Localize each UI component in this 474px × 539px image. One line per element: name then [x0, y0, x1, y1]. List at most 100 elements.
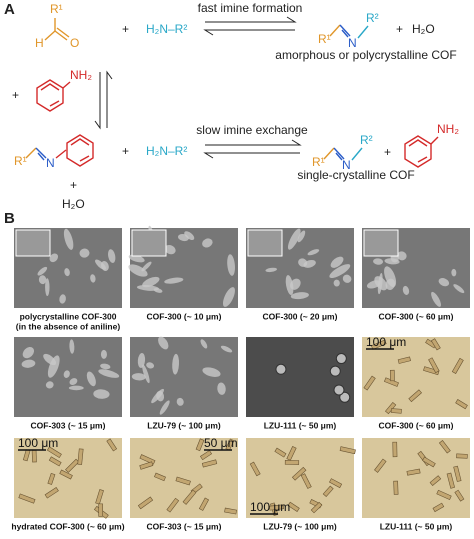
crystal	[146, 362, 155, 369]
crystal	[428, 357, 440, 374]
crystal	[202, 367, 221, 377]
r1: R¹	[50, 2, 63, 16]
bond	[54, 30, 68, 41]
crystal	[47, 472, 56, 485]
crystal	[330, 256, 344, 268]
water: H₂O	[62, 197, 85, 211]
crystal	[406, 468, 421, 476]
micrograph	[14, 337, 122, 417]
crystal	[453, 284, 465, 294]
crystal	[100, 349, 107, 359]
amine: H₂N–R²	[146, 22, 187, 36]
crystal	[432, 502, 445, 513]
image-bg	[130, 438, 238, 518]
crystal	[137, 353, 146, 368]
crystal	[45, 381, 54, 389]
crystal	[429, 475, 442, 486]
crystal	[49, 253, 59, 263]
crystal	[177, 233, 189, 242]
crystal	[438, 440, 451, 454]
caption: LZU-111 (~ 50 μm)	[380, 521, 453, 531]
crystal	[392, 441, 398, 458]
atom: N	[348, 36, 357, 50]
micrograph	[128, 225, 238, 308]
crystal	[454, 489, 465, 502]
crystal	[47, 355, 60, 378]
bond	[351, 147, 363, 161]
micrograph: 50 μm	[130, 436, 238, 518]
crystal	[137, 496, 154, 510]
caption: (in the absence of aniline)	[16, 321, 121, 331]
crystal	[291, 466, 307, 481]
crystal	[436, 489, 452, 501]
crystal	[139, 461, 154, 470]
micrograph: 100 μm	[362, 335, 470, 417]
crystal	[451, 357, 464, 374]
crystal	[64, 268, 70, 277]
crystal	[274, 447, 287, 458]
crystal	[451, 268, 457, 277]
crystal	[201, 459, 218, 468]
ring	[417, 156, 428, 163]
caption: hydrated COF-300 (~ 60 μm)	[11, 521, 124, 531]
bond	[44, 30, 56, 41]
ring	[408, 139, 428, 147]
water: H₂O	[412, 22, 435, 36]
panel-label: A	[4, 1, 15, 18]
micrograph: 100 μm	[14, 436, 122, 519]
crystal	[373, 258, 384, 265]
crystal	[128, 264, 148, 277]
crystal	[456, 453, 468, 459]
crystal	[69, 378, 78, 386]
crystal	[329, 365, 341, 377]
crystal	[166, 497, 180, 513]
crystal	[333, 384, 345, 396]
r1: R¹	[14, 154, 27, 168]
scale-bar-label: 100 μm	[250, 500, 290, 514]
crystal	[335, 353, 347, 365]
crystal	[453, 465, 462, 482]
crystal	[106, 438, 118, 452]
bond	[55, 149, 67, 159]
caption: COF-303 (~ 15 μm)	[31, 420, 106, 430]
crystal	[202, 238, 213, 248]
crystal	[108, 249, 116, 263]
crystal	[284, 460, 300, 465]
crystal	[286, 446, 297, 461]
bond	[25, 147, 37, 159]
crystal	[298, 258, 308, 267]
inset	[363, 229, 399, 257]
bond	[335, 152, 343, 161]
crystal	[408, 389, 422, 403]
crystal	[65, 458, 80, 473]
crystal	[389, 369, 395, 382]
inset	[247, 229, 283, 257]
micrograph	[246, 337, 354, 417]
crystal	[44, 487, 59, 499]
aniline: + NH₂	[12, 68, 113, 130]
nh2: NH₂	[437, 122, 459, 136]
crystal	[287, 228, 301, 250]
crystal	[31, 450, 37, 463]
crystal	[136, 285, 160, 291]
bond	[37, 152, 45, 161]
micrograph	[362, 228, 470, 308]
inset	[131, 229, 167, 257]
arrow	[203, 29, 295, 36]
crystal	[322, 485, 334, 498]
crystal	[164, 245, 176, 255]
crystal	[224, 507, 237, 515]
crystal	[195, 438, 205, 452]
crystal	[95, 259, 106, 270]
crystal	[363, 375, 376, 391]
plus: +	[122, 144, 129, 158]
crystal	[22, 346, 35, 359]
crystal	[63, 370, 70, 378]
scale-bar-label: 50 μm	[204, 436, 238, 450]
crystal	[220, 345, 233, 353]
micrograph	[246, 228, 354, 308]
bond	[339, 24, 351, 37]
crystal	[430, 338, 441, 351]
crystal	[86, 371, 96, 387]
r2: R²	[366, 11, 379, 25]
